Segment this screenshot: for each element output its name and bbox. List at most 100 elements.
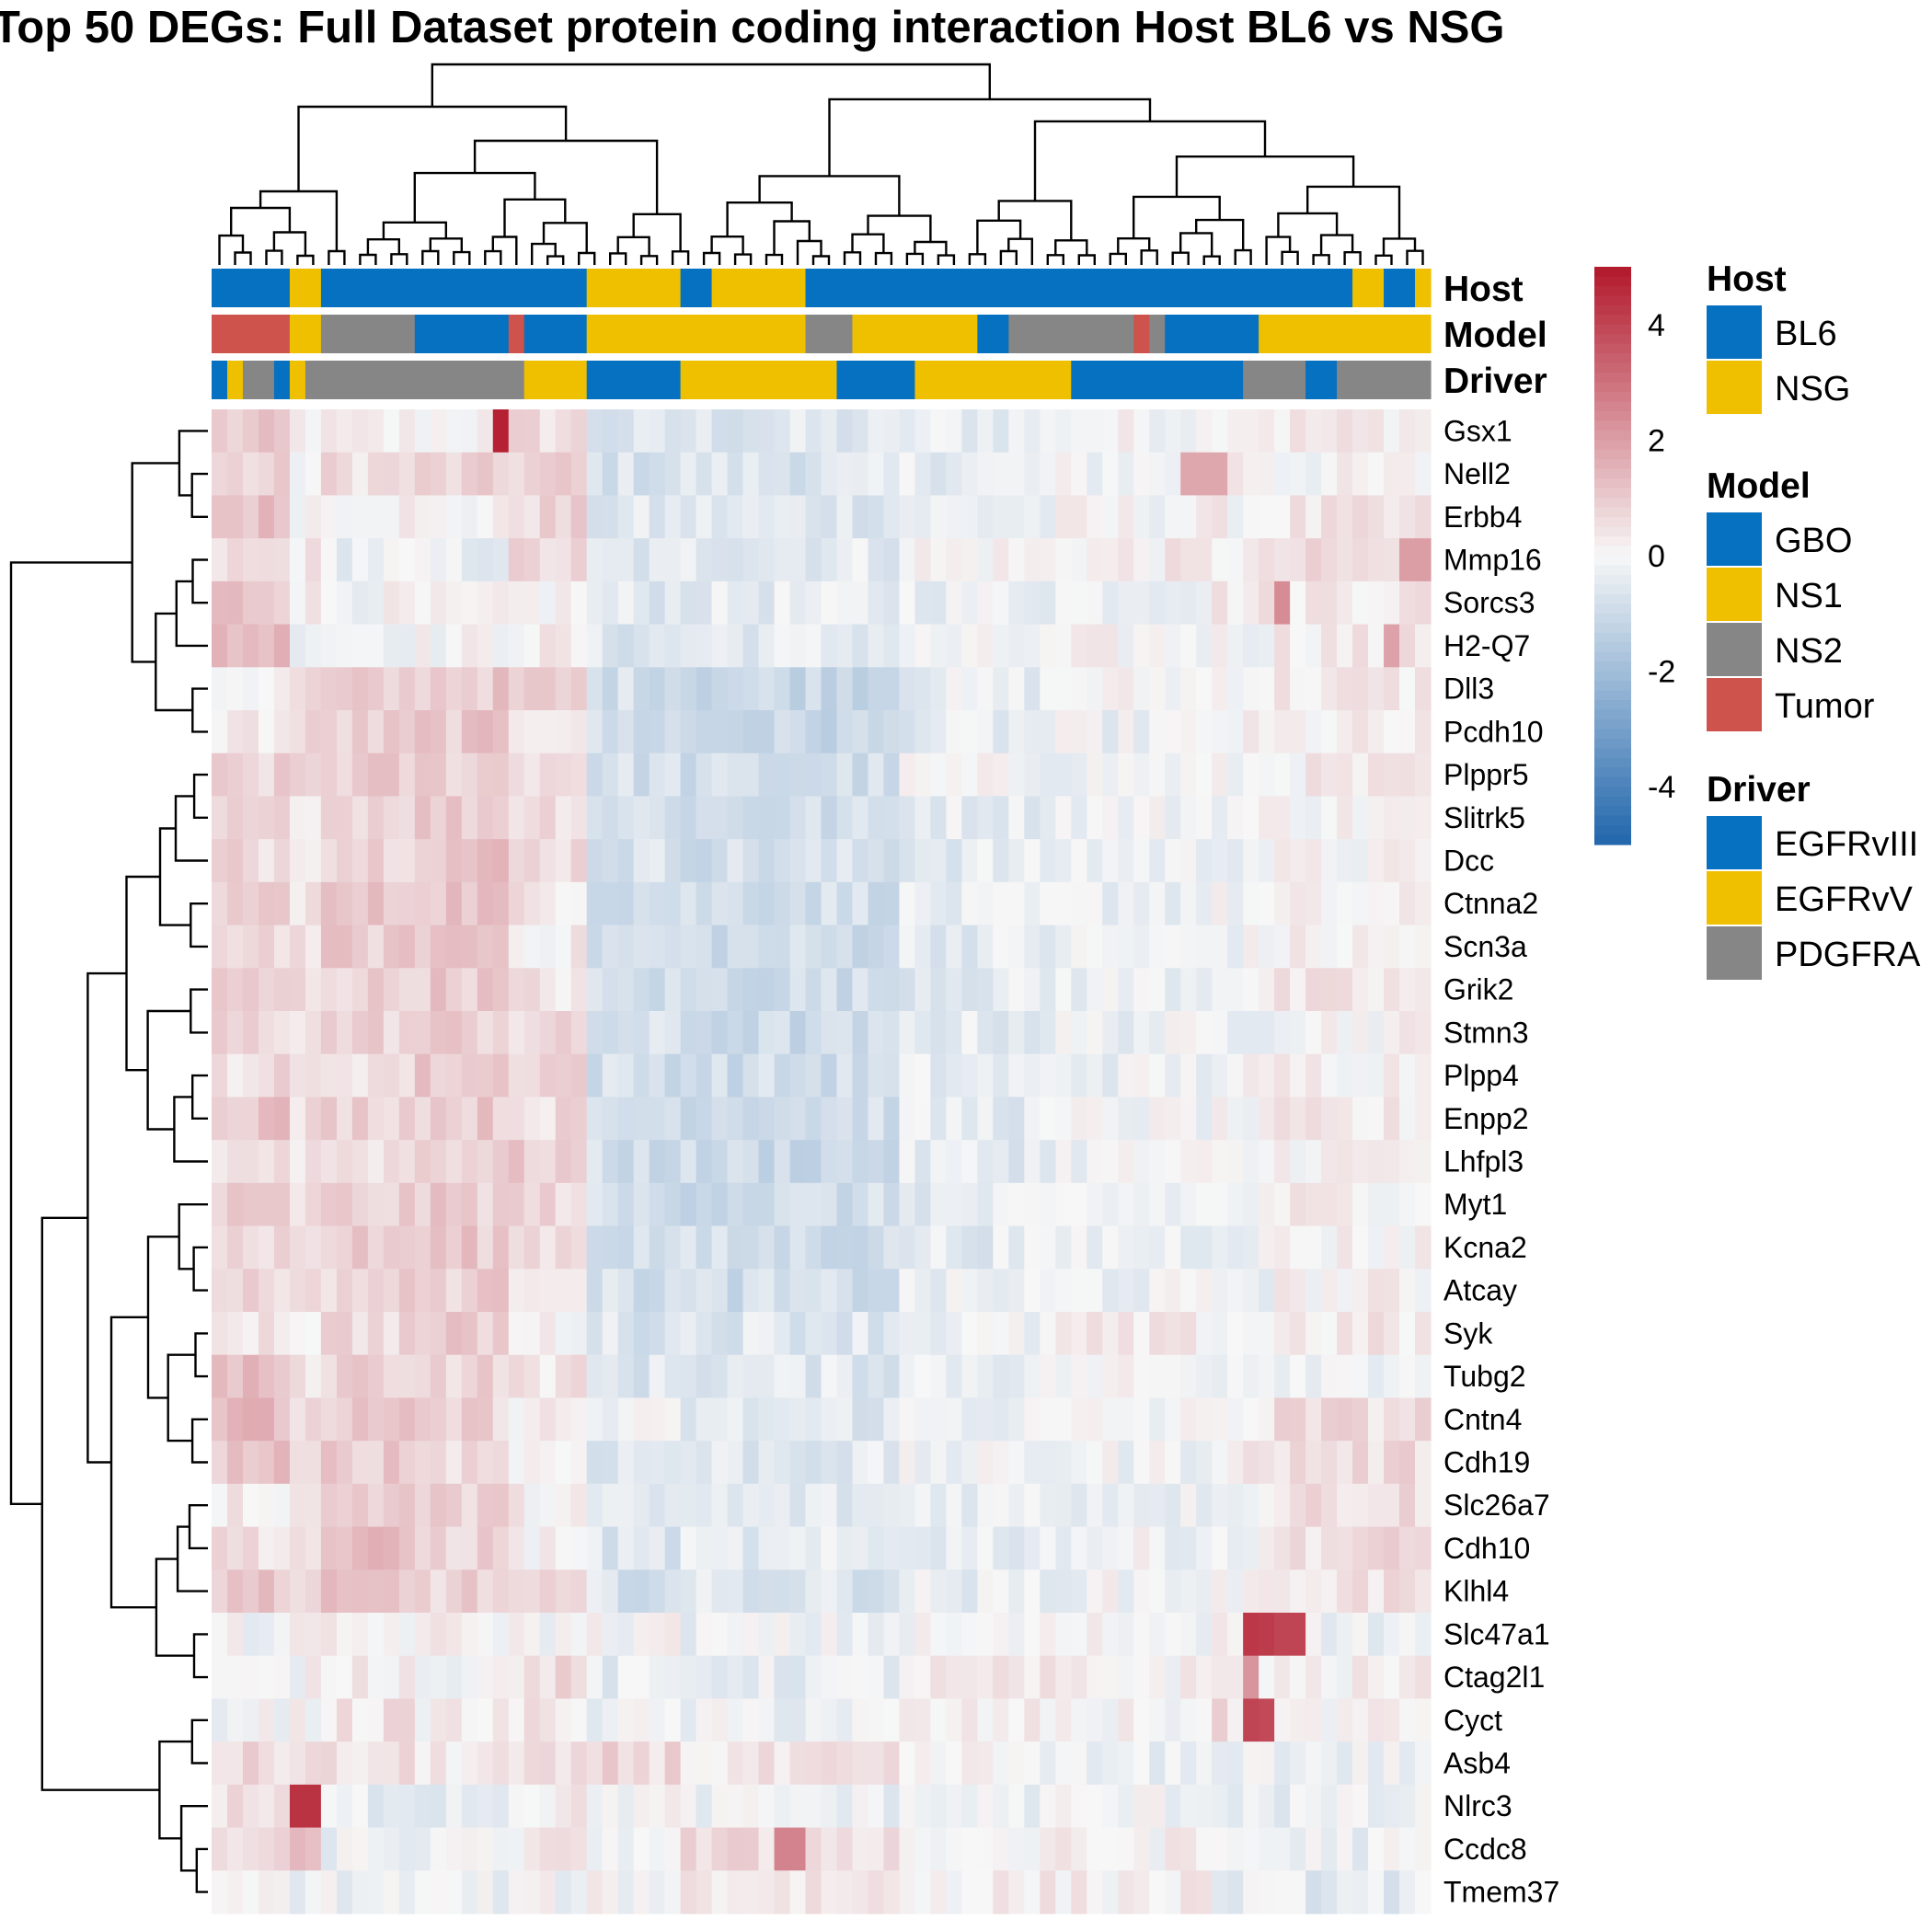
- heatmap-cell: [602, 452, 619, 497]
- heatmap-cell: [664, 1441, 682, 1485]
- heatmap-cell: [1087, 1613, 1103, 1657]
- color-key-step: [1594, 584, 1631, 595]
- heatmap-cell: [1055, 1655, 1072, 1700]
- heatmap-cell: [492, 1569, 510, 1614]
- heatmap-cell: [1071, 1483, 1087, 1528]
- heatmap-cell: [758, 1569, 776, 1614]
- heatmap-cell: [1399, 925, 1416, 969]
- heatmap-cell: [789, 1526, 807, 1570]
- heatmap-cell: [1212, 1613, 1228, 1657]
- dendrogram-branch: [272, 231, 307, 256]
- heatmap-cell: [1149, 1441, 1166, 1485]
- heatmap-cell: [586, 1097, 604, 1141]
- dendrogram-branch: [828, 98, 1152, 177]
- heatmap-cell: [226, 1269, 244, 1313]
- heatmap-cell: [1118, 1741, 1134, 1786]
- heatmap-cell: [1337, 409, 1353, 454]
- heatmap-cell: [430, 925, 447, 969]
- heatmap-cell: [1212, 1441, 1228, 1485]
- heatmap-cell: [289, 1354, 306, 1399]
- heatmap-cell: [1259, 1483, 1275, 1528]
- heatmap-cell: [461, 1698, 478, 1742]
- heatmap-cell: [633, 409, 650, 454]
- heatmap-cell: [226, 1655, 244, 1700]
- heatmap-cell: [1133, 839, 1150, 883]
- heatmap-cell: [1274, 1140, 1291, 1184]
- heatmap-cell: [914, 1569, 932, 1614]
- heatmap-cell: [508, 1870, 525, 1914]
- heatmap-cell: [1368, 624, 1385, 668]
- heatmap-cell: [1352, 495, 1369, 539]
- heatmap-cell: [1384, 1483, 1400, 1528]
- heatmap-cell: [508, 1655, 525, 1700]
- heatmap-cell: [367, 624, 385, 668]
- heatmap-cell: [649, 1613, 666, 1657]
- heatmap-cell: [961, 1655, 978, 1700]
- heatmap-cell: [367, 1569, 385, 1614]
- heatmap-cell: [649, 580, 666, 626]
- annotation-segment: [586, 315, 807, 353]
- heatmap-cell: [1165, 1569, 1181, 1614]
- heatmap-cell: [1149, 624, 1166, 668]
- heatmap-cell: [914, 1182, 932, 1227]
- heatmap-cell: [680, 1526, 697, 1570]
- heatmap-cell: [805, 1097, 822, 1141]
- heatmap-cell: [539, 409, 557, 454]
- heatmap-cell: [258, 667, 275, 711]
- heatmap-cell: [1102, 1526, 1119, 1570]
- heatmap-cell: [1008, 1569, 1025, 1614]
- heatmap-cell: [1149, 1870, 1166, 1914]
- heatmap-cell: [1259, 753, 1275, 798]
- heatmap-cell: [1415, 1827, 1432, 1871]
- heatmap-cell: [1259, 580, 1275, 626]
- heatmap-cell: [899, 1526, 916, 1570]
- heatmap-cell: [461, 753, 478, 798]
- heatmap-cell: [961, 1698, 978, 1742]
- heatmap-cell: [586, 495, 604, 539]
- heatmap-cell: [946, 1741, 962, 1786]
- heatmap-cell: [258, 1354, 275, 1399]
- heatmap-cell: [273, 881, 291, 926]
- heatmap-cell: [821, 710, 838, 754]
- heatmap-cell: [977, 1269, 994, 1313]
- heatmap-cell: [1102, 1483, 1119, 1528]
- heatmap-cell: [1399, 1354, 1416, 1399]
- heatmap-cell: [1243, 839, 1259, 883]
- heatmap-cell: [1352, 1269, 1369, 1313]
- heatmap-cell: [1149, 1354, 1166, 1399]
- heatmap-cell: [899, 495, 916, 539]
- heatmap-cell: [711, 1354, 729, 1399]
- heatmap-cell: [899, 710, 916, 754]
- heatmap-cell: [367, 1613, 385, 1657]
- heatmap-cell: [1212, 968, 1228, 1012]
- heatmap-cell: [1368, 1312, 1385, 1356]
- heatmap-cell: [226, 1870, 244, 1914]
- heatmap-cell: [212, 1225, 228, 1270]
- heatmap-cell: [899, 667, 916, 711]
- legend-item-label: PDGFRA: [1775, 936, 1921, 974]
- heatmap-cell: [1087, 1097, 1103, 1141]
- heatmap-cell: [1290, 580, 1306, 626]
- heatmap-cell: [649, 495, 666, 539]
- heatmap-cell: [430, 1741, 447, 1786]
- heatmap-cell: [1259, 1354, 1275, 1399]
- heatmap-cell: [336, 796, 353, 840]
- heatmap-cell: [1259, 710, 1275, 754]
- heatmap-cell: [1227, 753, 1244, 798]
- heatmap-cell: [477, 839, 494, 883]
- heatmap-cell: [1321, 839, 1338, 883]
- heatmap-cell: [664, 1655, 682, 1700]
- heatmap-cell: [868, 1441, 885, 1485]
- heatmap-cell: [383, 1312, 400, 1356]
- color-key-step: [1594, 420, 1631, 431]
- heatmap-cell: [1384, 839, 1400, 883]
- heatmap-cell: [664, 1011, 682, 1055]
- heatmap-cell: [1055, 1870, 1072, 1914]
- row-label: Lhfpl3: [1443, 1145, 1524, 1178]
- heatmap-cell: [836, 1569, 854, 1614]
- dendrogram-branch: [194, 1332, 208, 1378]
- heatmap-cell: [1149, 1011, 1166, 1055]
- heatmap-cell: [367, 796, 385, 840]
- color-key-step: [1594, 574, 1631, 585]
- heatmap-cell: [868, 1526, 885, 1570]
